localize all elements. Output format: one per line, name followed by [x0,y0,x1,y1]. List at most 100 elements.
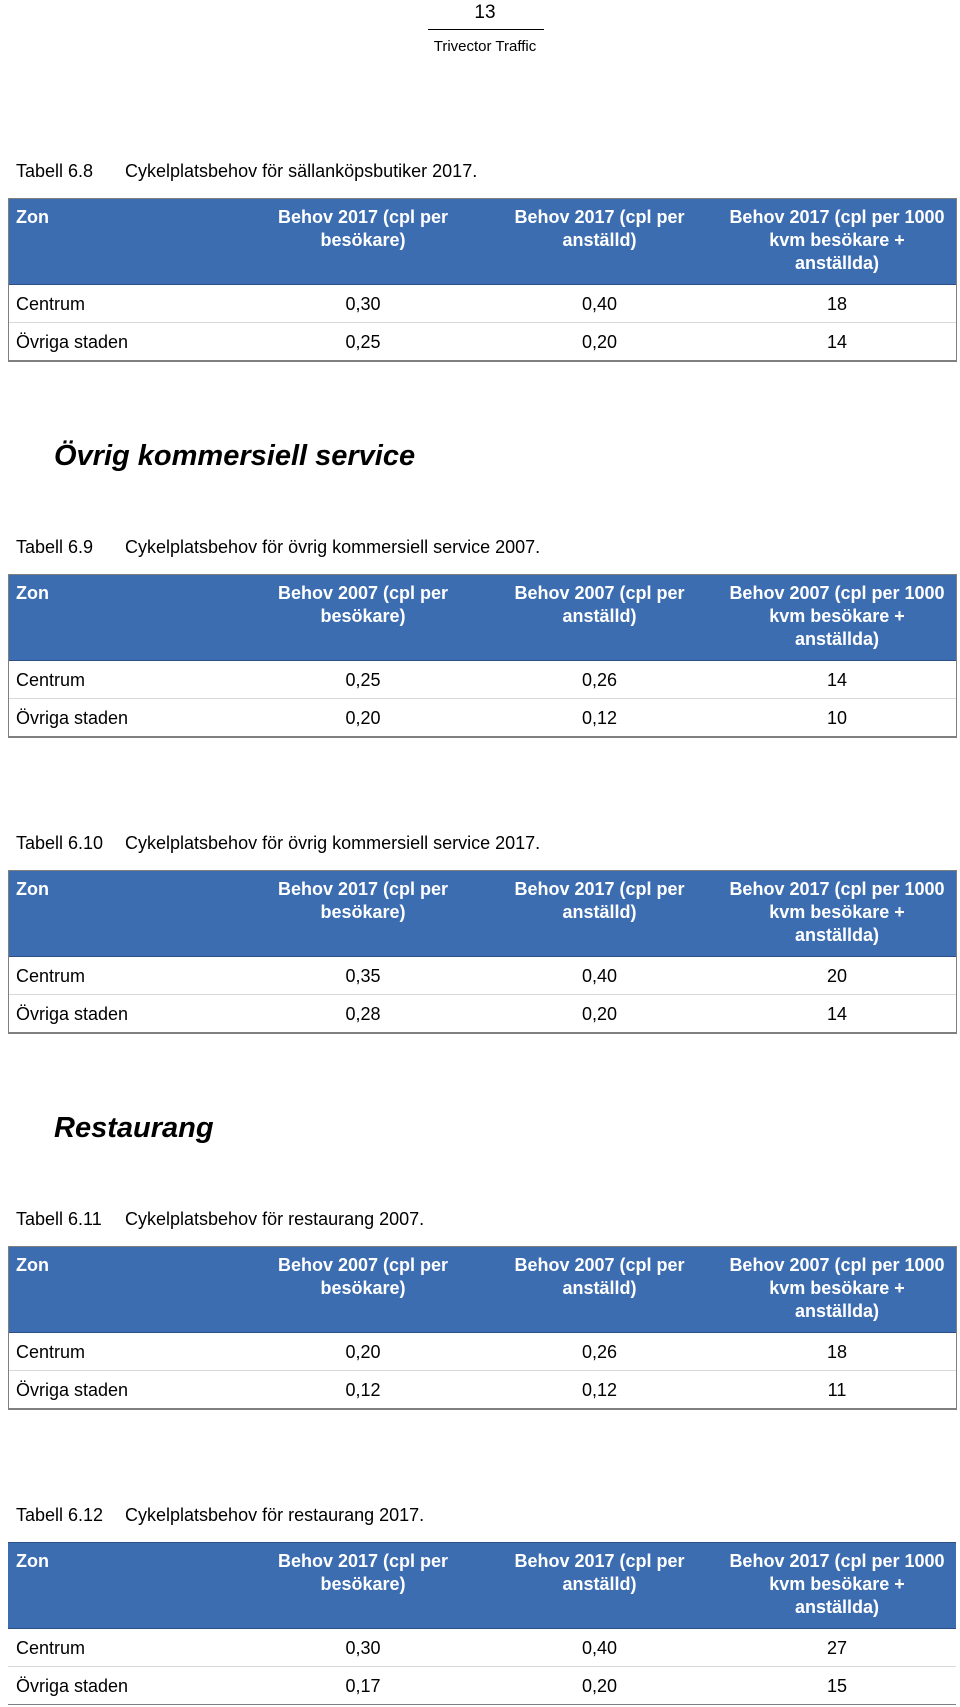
column-header-area: Behov 2017 (cpl per 1000 kvm besökare + … [718,1542,956,1629]
table-header-row: Zon Behov 2007 (cpl per besökare) Behov … [8,1246,956,1333]
table-row: Centrum 0,30 0,40 18 [8,284,956,323]
table-caption-text: Cykelplatsbehov för övrig kommersiell se… [125,537,541,557]
page-number: 13 [474,2,496,23]
table-cell: 0,40 [481,284,718,323]
table-cell: Övriga staden [8,322,245,361]
table-cell: 0,28 [245,994,481,1033]
table-cell: 14 [718,994,956,1033]
table-cell: Centrum [8,1332,245,1371]
table-row: Centrum 0,30 0,40 27 [8,1628,956,1667]
table-cell: 14 [718,322,956,361]
table-cell: 0,20 [245,698,481,737]
table-caption: Tabell 6.8 Cykelplatsbehov för sällanköps… [16,160,477,182]
table-row: Övriga staden 0,17 0,20 15 [8,1666,956,1705]
table-cell: Övriga staden [8,994,245,1033]
table-cell: 27 [718,1628,956,1667]
table-cell: Centrum [8,1628,245,1667]
table-caption-text: Cykelplatsbehov för restaurang 2017. [125,1505,425,1525]
table-caption-number: Tabell 6.11 [16,1209,102,1229]
table-caption-text: Cykelplatsbehov för övrig kommersiell se… [125,833,541,853]
column-header-employee: Behov 2017 (cpl per anställd) [481,1542,718,1629]
table-cell: Centrum [8,284,245,323]
table-cell: 0,26 [481,660,718,699]
table-cell: Centrum [8,956,245,995]
table-caption-number: Tabell 6.8 [16,161,94,181]
table-caption: Tabell 6.12 Cykelplatsbehov för restauran… [16,1504,424,1526]
column-header-area: Behov 2007 (cpl per 1000 kvm besökare + … [718,574,956,661]
column-header-zon: Zon [8,1246,245,1333]
table-cell: 18 [718,284,956,323]
table-cell: Övriga staden [8,698,245,737]
table-header-row: Zon Behov 2007 (cpl per besökare) Behov … [8,574,956,661]
column-header-zon: Zon [8,1542,245,1629]
table-cell: 0,12 [481,698,718,737]
table-caption-text: Cykelplatsbehov för restaurang 2007. [125,1209,425,1229]
table-caption-text: Cykelplatsbehov för sällanköpsbutiker 20… [125,161,478,181]
table-row: Centrum 0,20 0,26 18 [8,1332,956,1371]
table-caption: Tabell 6.10 Cykelplatsbehov för övrig kom… [16,832,540,854]
table-cell: 11 [718,1370,956,1409]
column-header-visitor: Behov 2007 (cpl per besökare) [245,574,481,661]
table-cell: Övriga staden [8,1666,245,1705]
table-cell: 0,26 [481,1332,718,1371]
table-cell: Centrum [8,660,245,699]
data-table: Zon Behov 2017 (cpl per besökare) Behov … [8,198,956,361]
column-header-area: Behov 2017 (cpl per 1000 kvm besökare + … [718,870,956,957]
table-cell: Övriga staden [8,1370,245,1409]
column-header-employee: Behov 2007 (cpl per anställd) [481,574,718,661]
table-cell: 0,30 [245,1628,481,1667]
table-cell: 18 [718,1332,956,1371]
column-header-area: Behov 2007 (cpl per 1000 kvm besökare + … [718,1246,956,1333]
table-cell: 20 [718,956,956,995]
table-cell: 15 [718,1666,956,1705]
table-cell: 0,12 [481,1370,718,1409]
column-header-zon: Zon [8,574,245,661]
table-row: Övriga staden 0,20 0,12 10 [8,698,956,737]
table-cell: 0,20 [481,994,718,1033]
table-cell: 0,25 [245,660,481,699]
table-caption-number: Tabell 6.10 [16,833,104,853]
column-header-employee: Behov 2007 (cpl per anställd) [481,1246,718,1333]
table-caption-number: Tabell 6.9 [16,537,94,557]
data-table: Zon Behov 2017 (cpl per besökare) Behov … [8,1542,956,1705]
section-heading: Övrig kommersiell service [54,440,416,472]
data-table: Zon Behov 2007 (cpl per besökare) Behov … [8,574,956,737]
table-row: Övriga staden 0,12 0,12 11 [8,1370,956,1409]
table-header-row: Zon Behov 2017 (cpl per besökare) Behov … [8,1542,956,1629]
table-cell: 10 [718,698,956,737]
table-cell: 0,20 [245,1332,481,1371]
table-cell: 0,20 [481,322,718,361]
table-row: Övriga staden 0,28 0,20 14 [8,994,956,1033]
column-header-visitor: Behov 2007 (cpl per besökare) [245,1246,481,1333]
table-header-row: Zon Behov 2017 (cpl per besökare) Behov … [8,198,956,285]
section-heading: Restaurang [54,1112,214,1144]
table-caption: Tabell 6.9 Cykelplatsbehov för övrig komm… [16,536,540,558]
table-caption-number: Tabell 6.12 [16,1505,104,1525]
table-caption: Tabell 6.11 Cykelplatsbehov för restauran… [16,1208,424,1230]
table-row: Centrum 0,35 0,40 20 [8,956,956,995]
table-cell: 0,25 [245,322,481,361]
table-cell: 0,20 [481,1666,718,1705]
column-header-area: Behov 2017 (cpl per 1000 kvm besökare + … [718,198,956,285]
column-header-employee: Behov 2017 (cpl per anställd) [481,870,718,957]
table-cell: 0,40 [481,956,718,995]
table-cell: 0,12 [245,1370,481,1409]
column-header-visitor: Behov 2017 (cpl per besökare) [245,1542,481,1629]
column-header-visitor: Behov 2017 (cpl per besökare) [245,198,481,285]
table-cell: 0,40 [481,1628,718,1667]
data-table: Zon Behov 2017 (cpl per besökare) Behov … [8,870,956,1033]
table-cell: 0,30 [245,284,481,323]
column-header-zon: Zon [8,198,245,285]
table-row: Centrum 0,25 0,26 14 [8,660,956,699]
column-header-visitor: Behov 2017 (cpl per besökare) [245,870,481,957]
table-header-row: Zon Behov 2017 (cpl per besökare) Behov … [8,870,956,957]
table-cell: 14 [718,660,956,699]
table-row: Övriga staden 0,25 0,20 14 [8,322,956,361]
table-cell: 0,17 [245,1666,481,1705]
data-table: Zon Behov 2007 (cpl per besökare) Behov … [8,1246,956,1409]
column-header-zon: Zon [8,870,245,957]
column-header-employee: Behov 2017 (cpl per anställd) [481,198,718,285]
table-cell: 0,35 [245,956,481,995]
company-name: Trivector Traffic [433,38,537,55]
header-divider [428,29,544,30]
